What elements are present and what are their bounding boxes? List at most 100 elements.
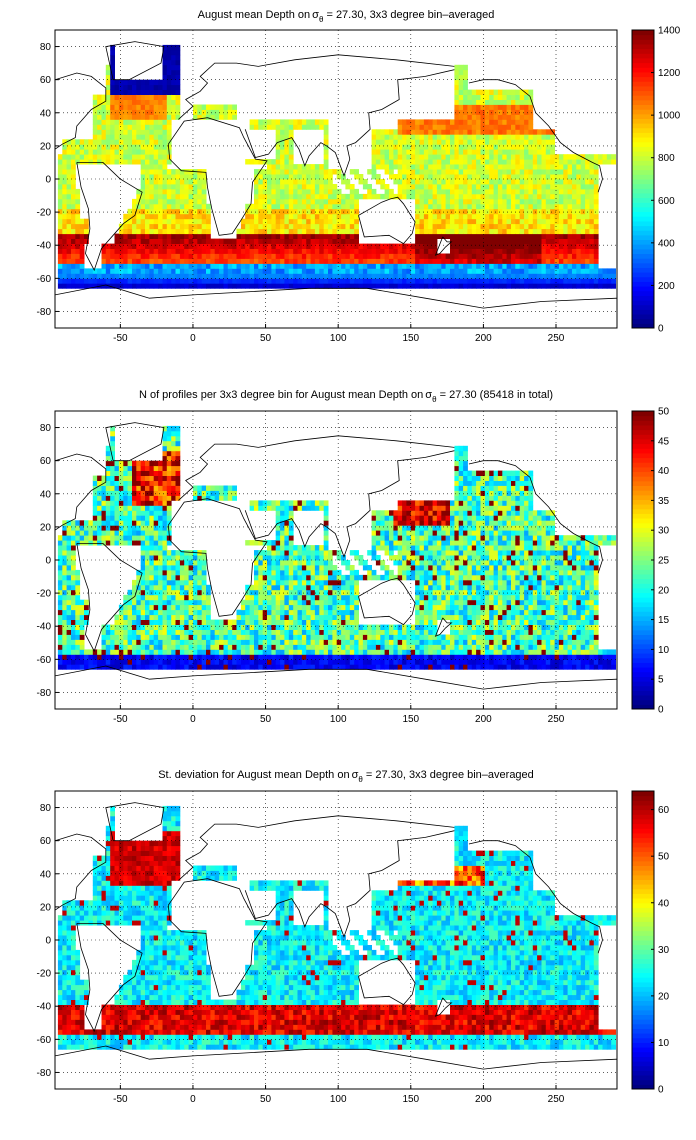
heatmap-cell [57, 614, 63, 620]
heatmap-cell [441, 213, 447, 220]
heatmap-cell [463, 198, 468, 205]
heatmap-cell [206, 248, 211, 254]
heatmap-cell [384, 139, 390, 145]
heatmap-cell [62, 193, 68, 200]
heatmap-cell [375, 159, 381, 165]
heatmap-cell [79, 619, 85, 625]
heatmap-cell [118, 540, 124, 546]
heatmap-cell [171, 560, 176, 566]
heatmap-cell [57, 278, 63, 284]
heatmap-cell [458, 228, 464, 235]
heatmap-cell [567, 193, 573, 200]
heatmap-cell [79, 228, 85, 235]
heatmap-cell [214, 629, 220, 635]
heatmap-cell [550, 169, 555, 175]
heatmap-cell [62, 560, 68, 566]
heatmap-cell [515, 208, 521, 215]
heatmap-cell [441, 174, 447, 180]
heatmap-cell [57, 213, 63, 220]
heatmap-cell [123, 278, 129, 284]
heatmap-cell [493, 149, 499, 155]
heatmap-cell [110, 535, 115, 541]
heatmap-cell [580, 203, 586, 210]
heatmap-cell [254, 649, 259, 655]
heatmap-cell [589, 154, 595, 160]
heatmap-cell [389, 258, 394, 264]
heatmap-cell [110, 134, 115, 140]
heatmap-cell [188, 238, 194, 244]
heatmap-cell [175, 79, 181, 86]
heatmap-cell [489, 164, 494, 170]
heatmap-cell [57, 644, 63, 650]
heatmap-cell [489, 253, 494, 259]
heatmap-cell [166, 273, 172, 279]
heatmap-cell [179, 644, 185, 650]
heatmap-cell [206, 649, 211, 655]
heatmap-cell [471, 109, 477, 115]
heatmap-cell [550, 134, 555, 140]
heatmap-cell [550, 248, 555, 254]
heatmap-cell [262, 203, 268, 210]
heatmap-cell [171, 278, 176, 284]
heatmap-cell [441, 154, 447, 160]
heatmap-cell [454, 159, 460, 165]
heatmap-cell [410, 258, 416, 264]
heatmap-cell [576, 258, 582, 264]
heatmap-cell [454, 184, 460, 190]
heatmap-cell [301, 198, 307, 205]
heatmap-cell [149, 490, 155, 496]
heatmap-cell [432, 228, 438, 235]
heatmap-cell [254, 565, 259, 571]
heatmap-cell [101, 144, 107, 150]
heatmap-cell [458, 94, 464, 100]
heatmap-cell [171, 470, 176, 476]
heatmap-cell [506, 243, 512, 249]
heatmap-cell [406, 174, 412, 180]
heatmap-cell [171, 84, 176, 90]
heatmap-cell [436, 218, 442, 225]
heatmap-cell [515, 268, 521, 274]
heatmap-cell [206, 203, 211, 210]
heatmap-cell [149, 574, 155, 581]
heatmap-cell [502, 129, 508, 135]
heatmap-cell [393, 283, 399, 289]
heatmap-cell [271, 198, 277, 205]
heatmap-cell [585, 248, 590, 254]
heatmap-cell [179, 574, 185, 581]
heatmap-cell [136, 283, 142, 289]
heatmap-cell [467, 218, 473, 225]
heatmap-cell [149, 510, 155, 516]
heatmap-cell [162, 218, 168, 225]
heatmap-cell [132, 520, 137, 526]
coastline-path [54, 284, 618, 309]
heatmap-cell [88, 525, 94, 531]
heatmap-cell [84, 664, 89, 670]
heatmap-cell [171, 654, 176, 660]
heatmap-cell [188, 599, 194, 606]
heatmap-cell [206, 263, 211, 269]
heatmap-cell [88, 530, 94, 536]
heatmap-cell [153, 589, 159, 596]
heatmap-cell [153, 594, 159, 601]
heatmap-cell [166, 253, 172, 259]
heatmap-cell [497, 263, 503, 269]
heatmap-cell [249, 609, 255, 616]
heatmap-cell [297, 198, 303, 205]
heatmap-cell [57, 154, 63, 160]
heatmap-cell [554, 273, 560, 279]
heatmap-cell [293, 169, 298, 175]
heatmap-cell [497, 124, 503, 130]
heatmap-cell [397, 149, 403, 155]
heatmap-cell [166, 213, 172, 220]
heatmap-cell [489, 174, 494, 180]
heatmap-cell [258, 228, 264, 235]
heatmap-cell [158, 589, 163, 596]
heatmap-cell [458, 188, 464, 195]
heatmap-cell [132, 579, 137, 586]
heatmap-cell [563, 268, 569, 274]
heatmap-cell [280, 144, 285, 150]
heatmap-cell [127, 114, 133, 120]
heatmap-cell [153, 579, 159, 586]
heatmap-cell [284, 258, 290, 264]
heatmap-cell [585, 283, 590, 289]
